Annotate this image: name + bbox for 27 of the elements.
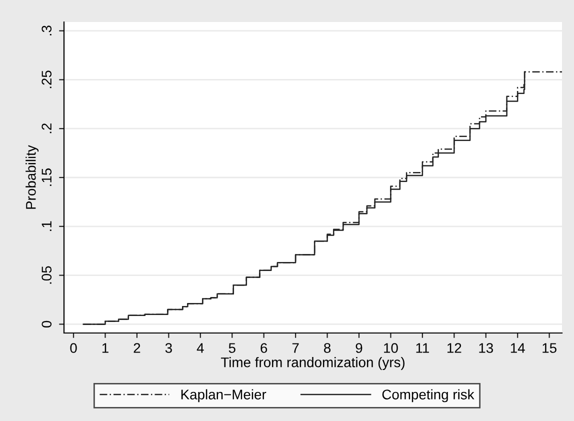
- legend-label: Kaplan−Meier: [181, 389, 266, 402]
- y-tick-label: .2: [42, 124, 52, 134]
- x-tick-label: 9: [356, 343, 362, 353]
- y-tick-label: .05: [42, 266, 52, 284]
- y-tick-label: .15: [42, 168, 52, 186]
- x-tick-label: 10: [384, 343, 398, 353]
- y-tick-label: .25: [42, 70, 52, 88]
- x-tick-label: 2: [134, 343, 140, 353]
- y-tick-label: .1: [42, 221, 52, 231]
- legend-label: Competing risk: [382, 389, 474, 402]
- x-tick-label: 4: [196, 343, 204, 353]
- x-tick-label: 3: [165, 343, 172, 353]
- x-tick-label: 8: [324, 343, 331, 353]
- x-axis-title: Time from randomization (yrs): [220, 357, 404, 370]
- x-tick-label: 6: [260, 343, 268, 353]
- x-tick-label: 15: [542, 343, 556, 353]
- x-tick-label: 7: [292, 343, 299, 353]
- x-tick-label: 14: [510, 343, 525, 353]
- x-tick-label: 11: [416, 343, 429, 353]
- y-axis-title: Probability: [26, 145, 39, 209]
- x-tick-label: 0: [70, 343, 77, 353]
- x-tick-label: 13: [479, 343, 493, 353]
- y-tick-label: .3: [42, 26, 52, 36]
- x-tick-label: 1: [102, 343, 108, 353]
- y-tick-label: 0: [42, 320, 52, 328]
- x-tick-label: 5: [228, 343, 236, 353]
- x-tick-label: 12: [447, 343, 462, 353]
